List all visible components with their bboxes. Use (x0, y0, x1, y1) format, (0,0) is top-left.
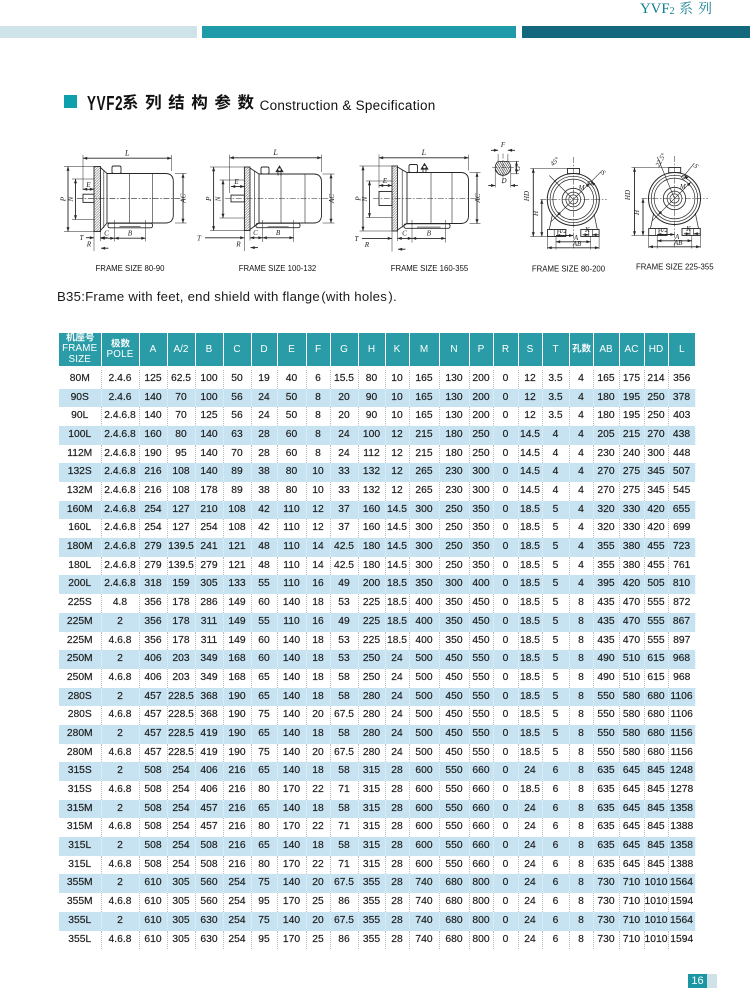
svg-text:FRAME SIZE 225-355: FRAME SIZE 225-355 (636, 263, 714, 272)
svg-text:E: E (382, 177, 388, 185)
svg-text:B: B (276, 229, 281, 237)
svg-text:FRAME SIZE 100-132: FRAME SIZE 100-132 (239, 264, 317, 273)
svg-text:G: G (514, 166, 522, 171)
svg-text:E: E (85, 181, 91, 189)
svg-text:AC: AC (328, 194, 336, 204)
svg-text:R: R (86, 240, 92, 248)
svg-text:AC: AC (180, 193, 188, 203)
svg-text:A: A (573, 234, 579, 242)
svg-text:FRAME SIZE 160-355: FRAME SIZE 160-355 (391, 264, 469, 273)
svg-text:AC: AC (474, 193, 482, 203)
svg-text:H: H (532, 210, 540, 217)
svg-text:T: T (197, 235, 202, 243)
svg-text:K: K (685, 225, 691, 233)
svg-text:B: B (427, 230, 432, 238)
svg-text:FRAME SIZE 80-90: FRAME SIZE 80-90 (96, 264, 166, 273)
svg-text:HD: HD (523, 191, 531, 202)
svg-text:A: A (674, 233, 680, 241)
svg-text:F: F (500, 141, 506, 149)
svg-text:FRAME SIZE 80-200: FRAME SIZE 80-200 (532, 265, 606, 274)
svg-text:S: S (599, 169, 607, 177)
svg-text:M: M (578, 184, 586, 192)
svg-text:N: N (215, 195, 223, 202)
svg-text:P: P (60, 196, 68, 202)
svg-text:AB: AB (673, 239, 683, 247)
svg-text:E: E (233, 178, 239, 186)
svg-text:22.5°: 22.5° (655, 152, 668, 168)
svg-text:C: C (104, 229, 109, 237)
svg-text:P: P (355, 196, 363, 202)
svg-text:N: N (67, 196, 75, 203)
svg-text:N: N (361, 196, 369, 203)
svg-text:45°: 45° (549, 156, 561, 168)
svg-text:H: H (633, 209, 641, 216)
svg-text:T: T (80, 234, 85, 242)
svg-text:L: L (272, 148, 278, 157)
svg-text:HD: HD (624, 190, 632, 201)
svg-text:S: S (692, 162, 700, 170)
svg-text:A/2: A/2 (658, 227, 669, 234)
svg-text:D: D (500, 177, 506, 185)
svg-text:R: R (364, 241, 370, 249)
svg-text:R: R (235, 240, 241, 248)
svg-text:P: P (205, 196, 213, 202)
svg-text:L: L (124, 149, 130, 158)
svg-text:C: C (253, 229, 258, 237)
svg-text:AB: AB (572, 240, 582, 248)
svg-text:K: K (584, 226, 590, 234)
svg-text:M: M (679, 183, 687, 191)
svg-text:A/2: A/2 (556, 228, 567, 235)
svg-text:L: L (421, 148, 427, 157)
svg-text:C: C (402, 230, 407, 238)
svg-text:T: T (355, 235, 360, 243)
svg-text:B: B (128, 229, 133, 237)
